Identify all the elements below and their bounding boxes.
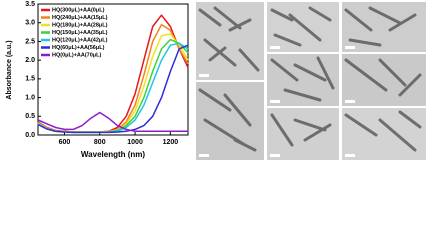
panel	[342, 108, 426, 160]
y-tick-label: 1.0	[25, 94, 35, 101]
legend-label: HQ(60μL)+AA(56μL)	[52, 45, 105, 51]
y-tick-label: 2.0	[25, 57, 35, 64]
micrographs	[196, 2, 426, 160]
x-tick-label: 1000	[127, 139, 143, 146]
x-tick-label: 800	[94, 139, 106, 146]
spectrum-line	[37, 111, 188, 133]
y-tick-label: 3.0	[25, 20, 35, 27]
figure: Absorbance (a.u.) Wavelength (nm) 0.0 0.5…	[6, 1, 426, 160]
legend-label: HQ(240μL)+AA(15μL)	[52, 15, 108, 21]
x-tick-label: 1200	[163, 139, 179, 146]
y-tick-label: 0.0	[25, 132, 35, 139]
legend-label: HQ(120μL)+AA(42μL)	[52, 37, 108, 43]
plot-frame	[37, 3, 189, 136]
legend-label: HQ(300μL)+AA(0μL)	[52, 7, 105, 13]
legend-label: HQ(0μL)+AA(70μL)	[52, 52, 102, 58]
panel	[342, 2, 426, 52]
x-axis-title: Wavelength (nm)	[81, 150, 145, 159]
y-axis-title: Absorbance (a.u.)	[6, 40, 13, 99]
legend-label: HQ(150μL)+AA(35μL)	[52, 30, 108, 36]
y-tick-label: 2.5	[25, 38, 35, 45]
spectrum-line	[37, 44, 189, 134]
legend-label: HQ(180μL)+AA(28μL)	[52, 22, 108, 28]
scale-bars	[199, 46, 355, 157]
panel	[267, 54, 339, 106]
y-tick-label: 1.5	[25, 76, 35, 83]
nanostructures	[198, 6, 422, 152]
x-tick-label: 600	[59, 139, 71, 146]
y-tick-label: 3.5	[25, 1, 35, 8]
panel	[267, 108, 339, 160]
y-tick-label: 0.5	[25, 113, 35, 120]
